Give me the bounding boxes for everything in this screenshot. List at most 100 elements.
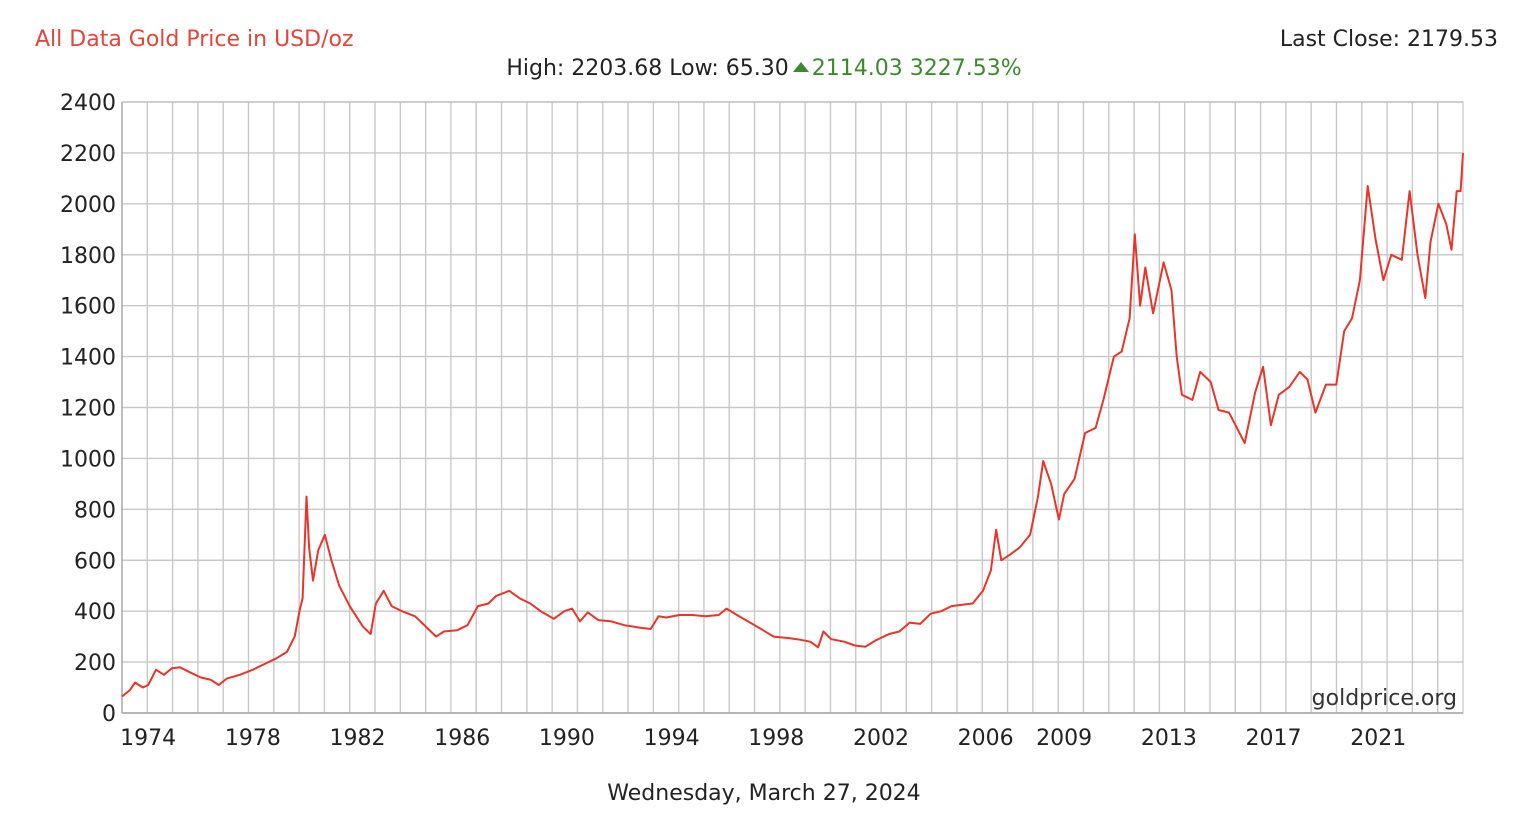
price-point xyxy=(142,687,144,689)
price-point xyxy=(610,620,612,622)
price-point xyxy=(147,684,149,686)
price-point xyxy=(1074,478,1076,480)
price-point xyxy=(1409,190,1411,192)
price-point xyxy=(1113,356,1115,358)
price-point xyxy=(1000,559,1002,561)
y-tick-label: 1800 xyxy=(60,244,116,269)
price-point xyxy=(692,614,694,616)
price-point xyxy=(854,645,856,647)
price-point xyxy=(1445,223,1447,225)
price-point xyxy=(875,639,877,641)
x-tick-label: 2017 xyxy=(1246,726,1302,751)
price-point xyxy=(312,580,314,582)
price-point xyxy=(443,631,445,633)
price-point xyxy=(822,631,824,633)
price-point xyxy=(1450,249,1452,251)
price-point xyxy=(401,610,403,612)
price-point xyxy=(495,595,497,597)
y-tick-label: 1400 xyxy=(60,346,116,371)
y-tick-label: 400 xyxy=(74,600,116,625)
price-point xyxy=(736,614,738,616)
price-point xyxy=(678,614,680,616)
price-point xyxy=(324,534,326,536)
price-point xyxy=(1382,279,1384,281)
price-point xyxy=(930,613,932,615)
price-point xyxy=(553,618,555,620)
price-point xyxy=(982,590,984,592)
price-point xyxy=(1102,399,1104,401)
price-point xyxy=(477,605,479,607)
price-point xyxy=(1199,371,1201,373)
price-point xyxy=(961,604,963,606)
price-point xyxy=(370,633,372,635)
chart-grid xyxy=(121,101,1463,714)
price-point xyxy=(1134,233,1136,235)
price-point xyxy=(383,590,385,592)
price-point xyxy=(1325,384,1327,386)
x-tick-label: 2013 xyxy=(1141,726,1197,751)
price-point xyxy=(391,605,393,607)
price-point xyxy=(1037,496,1039,498)
price-point xyxy=(1437,203,1439,205)
price-point xyxy=(1270,424,1272,426)
x-axis: 1974 1978 1982 1986 1990 1994 1998 2002 2006 2009… xyxy=(120,726,1406,751)
price-point xyxy=(317,549,319,551)
price-point xyxy=(1084,432,1086,434)
price-point xyxy=(529,603,531,605)
price-point xyxy=(1176,356,1178,358)
price-point xyxy=(972,603,974,605)
price-point xyxy=(909,622,911,624)
price-point xyxy=(1218,409,1220,411)
price-point xyxy=(189,671,191,673)
x-tick-label: 1982 xyxy=(330,726,386,751)
price-point xyxy=(587,611,589,613)
price-point xyxy=(817,646,819,648)
price-point xyxy=(1278,394,1280,396)
price-point xyxy=(1288,386,1290,388)
price-point xyxy=(1228,412,1230,414)
price-point xyxy=(265,662,267,664)
last-close-value: Last Close: 2179.53 xyxy=(1279,27,1498,52)
price-series-points xyxy=(121,152,1464,698)
chart-title: All Data Gold Price in USD/oz xyxy=(35,27,354,52)
price-point xyxy=(597,619,599,621)
x-tick-label: 2002 xyxy=(853,726,909,751)
price-point xyxy=(414,615,416,617)
price-point xyxy=(286,651,288,653)
price-point xyxy=(210,679,212,681)
price-point xyxy=(951,605,953,607)
x-tick-label: 1986 xyxy=(434,726,490,751)
price-point xyxy=(275,657,277,659)
y-tick-label: 2000 xyxy=(60,193,116,218)
price-point xyxy=(1129,317,1131,319)
price-point xyxy=(1335,384,1337,386)
price-point xyxy=(302,597,304,599)
price-point xyxy=(540,610,542,612)
change-absolute: 2114.03 xyxy=(811,56,903,81)
x-tick-label: 1998 xyxy=(748,726,804,751)
price-point xyxy=(487,603,489,605)
y-tick-label: 2400 xyxy=(60,91,116,116)
price-point xyxy=(1462,152,1464,154)
price-point xyxy=(749,622,751,624)
price-point xyxy=(650,628,652,630)
price-point xyxy=(1343,330,1345,332)
price-stats: High: 2203.68 Low: 65.30 2114.03 3227.53% xyxy=(0,56,1528,81)
x-tick-label: 1978 xyxy=(225,726,281,751)
price-point xyxy=(338,585,340,587)
high-value: High: 2203.68 xyxy=(506,56,663,81)
y-tick-label: 1600 xyxy=(60,295,116,320)
price-point xyxy=(579,620,581,622)
price-point xyxy=(129,689,131,691)
price-point xyxy=(571,608,573,610)
price-point xyxy=(239,674,241,676)
price-point xyxy=(639,627,641,629)
x-tick-label: 2006 xyxy=(958,726,1014,751)
plot-area-frame xyxy=(121,101,1464,714)
price-point xyxy=(888,633,890,635)
price-point xyxy=(898,631,900,633)
price-point xyxy=(1424,297,1426,299)
x-tick-label: 1990 xyxy=(539,726,595,751)
